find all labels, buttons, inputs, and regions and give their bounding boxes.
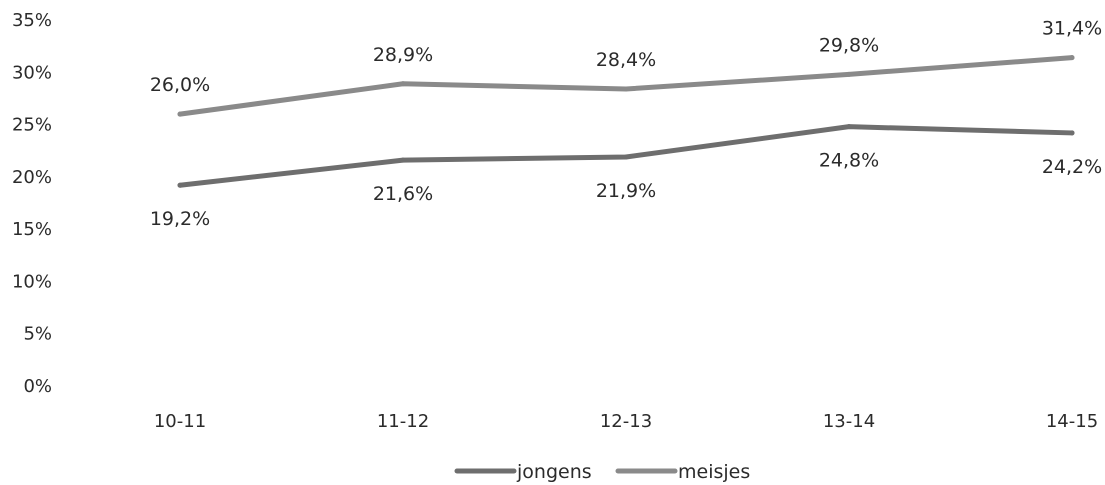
data-label-meisjes: 28,9% (373, 44, 433, 66)
data-point-meisjes (623, 86, 629, 92)
data-point-jongens (623, 154, 629, 160)
x-tick-label: 12-13 (600, 411, 652, 432)
y-tick-label: 20% (12, 167, 52, 188)
data-label-jongens: 21,6% (373, 183, 433, 205)
x-tick-label: 11-12 (377, 411, 429, 432)
data-label-jongens: 24,2% (1042, 156, 1102, 178)
y-tick-label: 25% (12, 115, 52, 136)
series-group (177, 55, 1075, 188)
data-label-meisjes: 31,4% (1042, 18, 1102, 40)
y-tick-label: 30% (12, 62, 52, 83)
data-label-jongens: 19,2% (150, 208, 210, 230)
data-label-meisjes: 28,4% (596, 49, 656, 71)
legend-label-meisjes: meisjes (678, 461, 750, 483)
data-point-meisjes (846, 71, 852, 77)
x-tick-label: 13-14 (823, 411, 875, 432)
data-point-meisjes (400, 81, 406, 87)
x-tick-label: 10-11 (154, 411, 206, 432)
data-point-jongens (177, 182, 183, 188)
data-label-meisjes: 29,8% (819, 34, 879, 56)
data-labels: 19,2% 21,6% 21,9% 24,8% 24,2% 26,0% 28,9% 28,4%… (150, 18, 1102, 231)
y-tick-label: 5% (23, 324, 52, 345)
x-tick-label: 14-15 (1046, 411, 1098, 432)
data-point-jongens (400, 157, 406, 163)
x-axis: 10-11 11-12 12-13 13-14 14-15 (154, 411, 1098, 432)
legend-label-jongens: jongens (516, 461, 592, 483)
data-point-meisjes (177, 111, 183, 117)
legend: jongens meisjes (454, 461, 750, 483)
y-tick-label: 15% (12, 219, 52, 240)
y-tick-label: 10% (12, 271, 52, 292)
data-label-jongens: 21,9% (596, 180, 656, 202)
data-point-jongens (1069, 130, 1075, 136)
y-tick-label: 35% (12, 10, 52, 31)
data-label-jongens: 24,8% (819, 150, 879, 172)
data-label-meisjes: 26,0% (150, 74, 210, 96)
y-tick-label: 0% (23, 376, 52, 397)
data-point-jongens (846, 124, 852, 130)
y-axis: 0% 5% 10% 15% 20% 25% 30% 35% (12, 10, 52, 397)
data-point-meisjes (1069, 55, 1075, 61)
